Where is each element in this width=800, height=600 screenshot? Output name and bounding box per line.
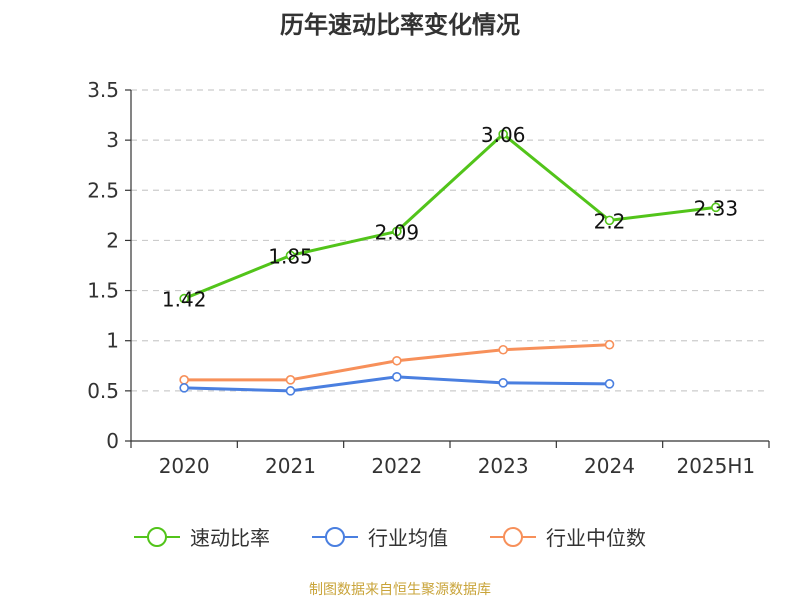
x-tick-label: 2020 [159,454,210,478]
x-tick-label: 2024 [584,454,635,478]
data-point [604,215,615,226]
data-label: 1.42 [162,288,207,312]
data-point [179,383,189,393]
data-point [604,339,615,350]
y-tick-label: 2.5 [87,178,119,202]
series-layer: 1.42 1.85 2.09 3.06 2.2 2.33 [162,123,739,396]
legend-item[interactable]: 行业中位数 [490,526,646,550]
legend-label: 行业均值 [368,526,448,550]
grid-lines [131,89,769,392]
data-label: 3.06 [481,123,526,147]
x-tick-label: 2023 [478,454,529,478]
data-label: 2.33 [694,196,739,220]
data-point [285,250,296,261]
data-point [392,355,402,366]
x-tick-label: 2025H1 [676,454,755,478]
legend-item[interactable]: 行业均值 [312,526,448,550]
series-line [183,132,717,300]
y-tick-label: 1 [106,329,119,353]
data-point [498,344,508,355]
legend-item[interactable]: 速动比率 [134,526,270,550]
chart-title: 历年速动比率变化情况 [280,11,520,39]
data-point [179,293,189,304]
x-tick-label: 2021 [265,454,316,478]
source-note: 制图数据来自恒生聚源数据库 [309,582,491,598]
data-point [392,226,402,237]
data-point [392,372,402,382]
data-point [711,202,721,213]
y-tick-label: 0.5 [87,379,119,403]
y-tick-label: 0 [106,429,119,453]
data-point [498,378,508,388]
y-tick-label: 3 [106,128,119,152]
legend-marker [147,527,167,547]
legend-marker [325,527,345,547]
legend: 速动比率 行业均值 行业中位数 [134,526,646,550]
legend-marker [503,527,523,547]
data-point [285,386,296,396]
y-tick-label: 1.5 [87,279,119,303]
data-point [179,375,189,385]
data-point [498,129,508,139]
data-point [604,379,615,389]
data-point [285,375,296,385]
y-tick-label: 2 [106,228,119,252]
x-tick-label: 2022 [371,454,422,478]
axes: 0 0.5 1 1.5 2 2.5 3 3.5 2020 2021 2022 2023 2024 2025… [87,78,770,478]
data-label: 1.85 [268,244,313,268]
y-tick-label: 3.5 [87,78,119,102]
legend-label: 行业中位数 [546,526,646,550]
legend-label: 速动比率 [190,526,270,550]
data-label: 2.09 [375,220,420,244]
data-label: 2.2 [594,209,626,233]
